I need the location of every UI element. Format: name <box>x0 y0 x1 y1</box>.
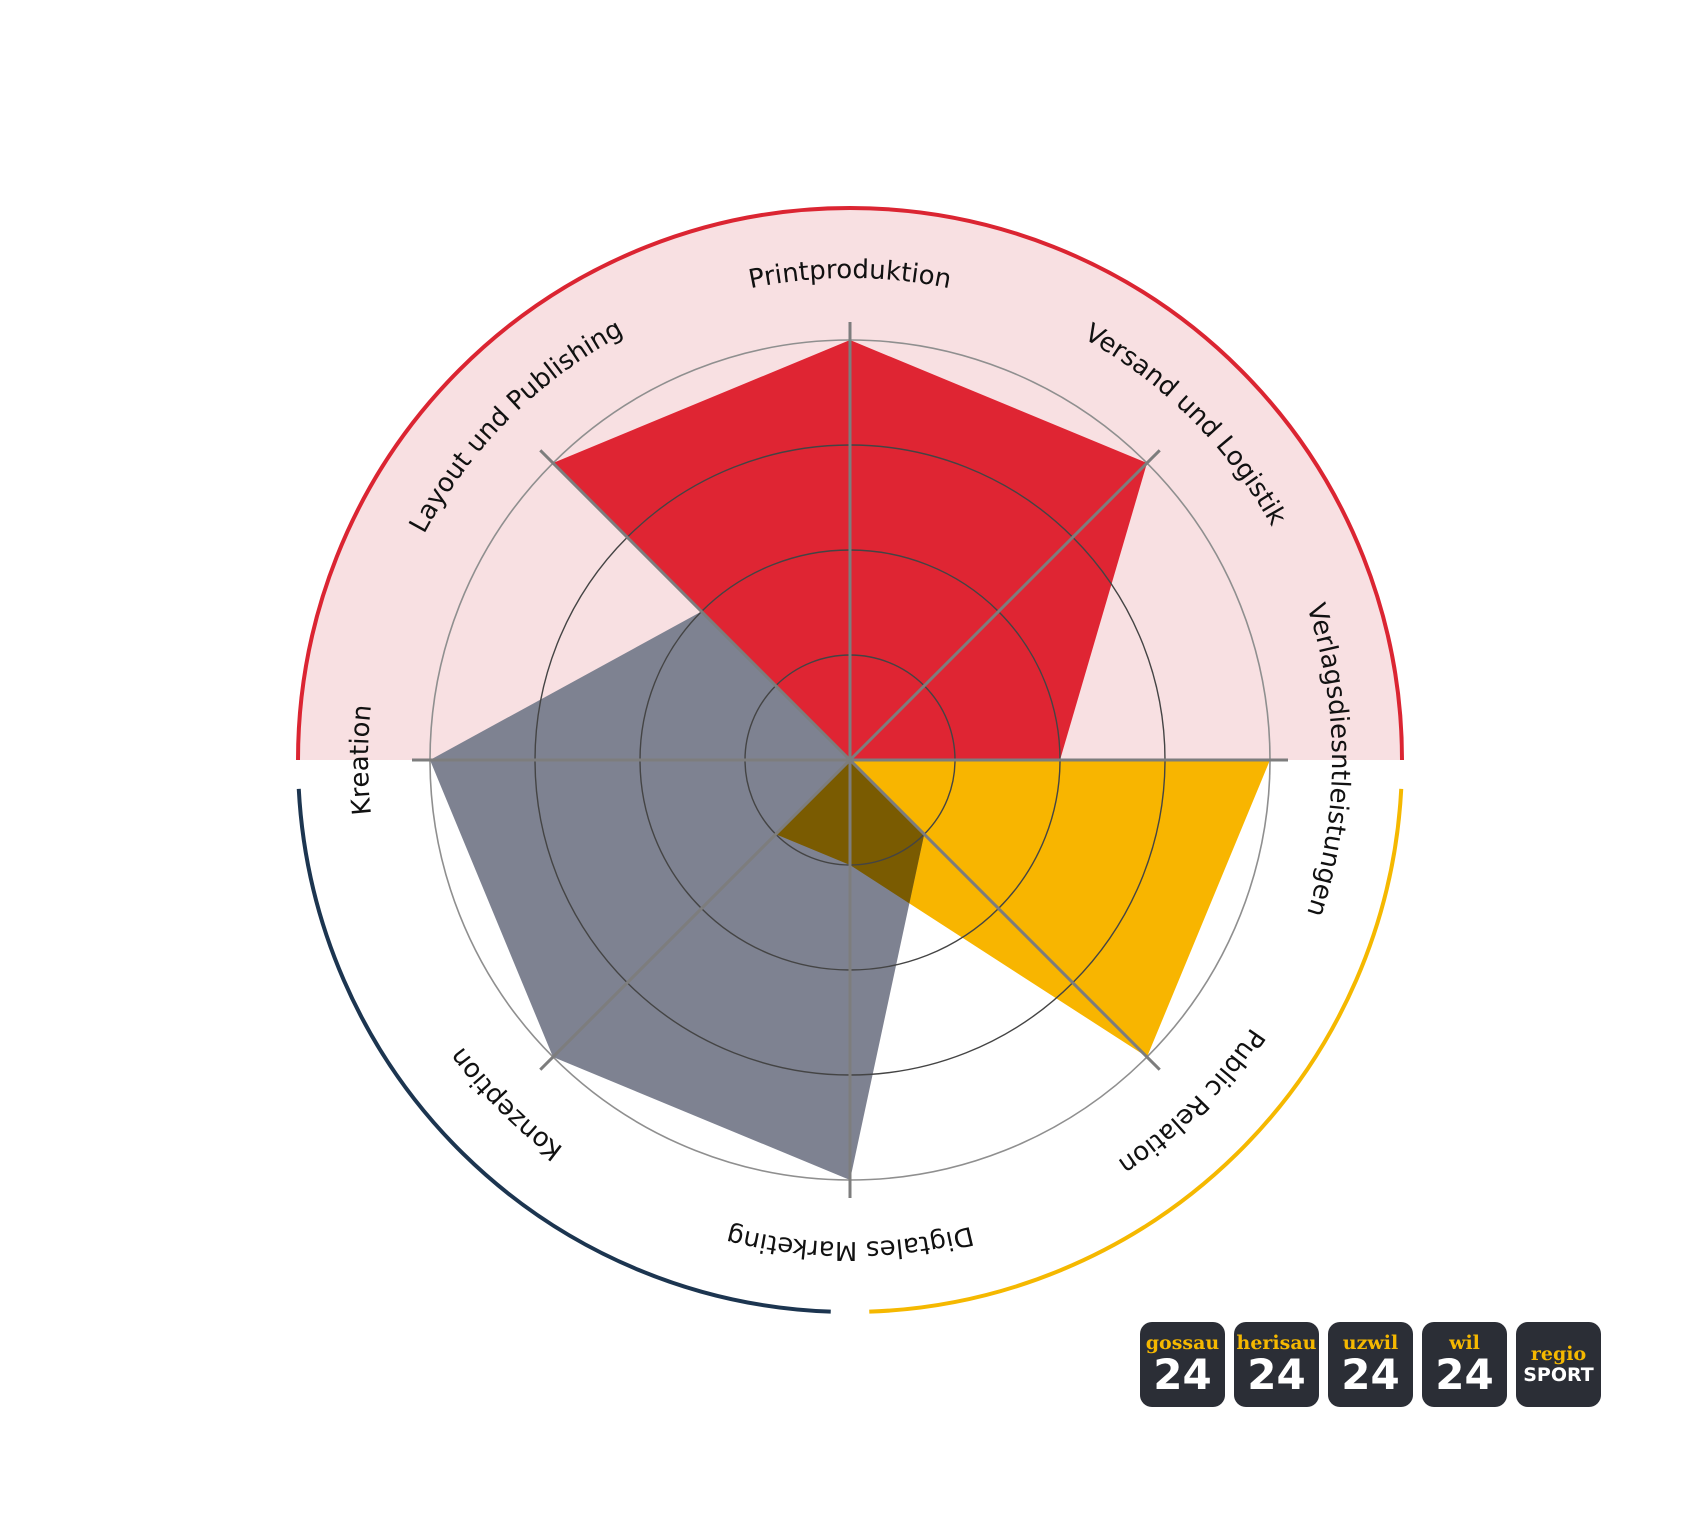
brand-logos: gossau 24 herisau 24 uzwil 24 wil 24 reg… <box>1140 1322 1601 1407</box>
logo-uzwil24: uzwil 24 <box>1328 1322 1413 1407</box>
logo-herisau24: herisau 24 <box>1234 1322 1319 1407</box>
competence-areas <box>430 340 1270 1180</box>
outer-arcs <box>296 206 1404 1314</box>
logo-gossau24: gossau 24 <box>1140 1322 1225 1407</box>
logo-wil24-number: 24 <box>1435 1349 1494 1399</box>
logo-regiosport-top: regio <box>1530 1342 1587 1365</box>
yellow-outer-arc <box>869 788 1404 1314</box>
logo-uzwil24-number: 24 <box>1341 1349 1400 1399</box>
logo-regiosport-sub: SPORT <box>1523 1363 1594 1386</box>
axis-spoke <box>848 758 1161 1071</box>
red-outer-arc <box>296 206 1404 761</box>
axis-spoke <box>539 758 852 1071</box>
logo-uzwil24-top: uzwil <box>1342 1331 1399 1354</box>
logo-gossau24-number: 24 <box>1153 1349 1212 1399</box>
axis-spoke <box>848 449 1161 762</box>
axis-label-kreation: Kreation <box>345 703 378 816</box>
grey-area <box>430 611 925 1180</box>
logo-gossau24-top: gossau <box>1145 1331 1220 1354</box>
axis-spoke <box>539 449 852 762</box>
logo-herisau24-number: 24 <box>1247 1349 1306 1399</box>
logo-herisau24-top: herisau <box>1236 1331 1317 1354</box>
navy-outer-arc <box>296 788 831 1314</box>
logo-wil24: wil 24 <box>1422 1322 1507 1407</box>
logo-regiosport: regio SPORT <box>1516 1322 1601 1407</box>
grid-layer <box>412 322 1288 1198</box>
axis-label-digitales-marketing: Digtales Marketing <box>724 1220 977 1265</box>
logo-wil24-top: wil <box>1449 1331 1480 1354</box>
